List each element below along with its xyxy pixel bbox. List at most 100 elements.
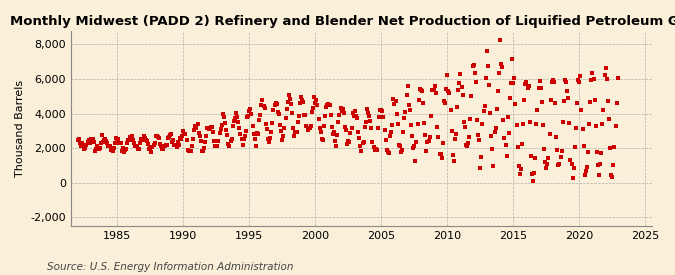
Point <box>427 88 437 92</box>
Point <box>524 120 535 124</box>
Point <box>133 147 144 152</box>
Point <box>213 139 224 143</box>
Point <box>76 144 86 148</box>
Point <box>430 84 441 89</box>
Point <box>296 98 307 103</box>
Point <box>270 100 281 105</box>
Point <box>516 142 527 146</box>
Point <box>599 73 610 77</box>
Point <box>329 139 340 144</box>
Point <box>242 115 252 119</box>
Point <box>381 148 392 153</box>
Point <box>546 80 557 84</box>
Point <box>522 86 533 90</box>
Point <box>116 149 127 153</box>
Point <box>549 101 560 105</box>
Point <box>327 132 338 136</box>
Point <box>457 92 468 97</box>
Point <box>88 137 99 141</box>
Point <box>221 128 232 132</box>
Point <box>500 143 511 147</box>
Point <box>608 163 619 167</box>
Point <box>306 110 317 114</box>
Point <box>448 158 459 163</box>
Point <box>566 162 577 167</box>
Point <box>289 134 300 139</box>
Point <box>578 143 589 148</box>
Point <box>308 106 319 111</box>
Title: Monthly Midwest (PADD 2) Refinery and Blender Net Production of Liquified Petrol: Monthly Midwest (PADD 2) Refinery and Bl… <box>10 15 675 28</box>
Point <box>394 144 405 148</box>
Point <box>547 77 558 82</box>
Point <box>98 139 109 144</box>
Point <box>551 135 562 139</box>
Point <box>601 77 612 81</box>
Point <box>528 178 539 183</box>
Point <box>353 130 364 134</box>
Point <box>180 132 191 136</box>
Point <box>376 108 387 112</box>
Point <box>504 96 515 100</box>
Point <box>182 147 193 152</box>
Point <box>112 139 123 143</box>
Point <box>188 137 198 141</box>
Point <box>284 93 294 97</box>
Point <box>543 156 554 160</box>
Point <box>605 173 616 178</box>
Point <box>394 142 404 147</box>
Point <box>404 103 414 107</box>
Point <box>347 111 358 116</box>
Point <box>315 130 326 134</box>
Point <box>311 98 322 102</box>
Point <box>560 78 570 82</box>
Point <box>109 141 120 145</box>
Point <box>332 133 343 137</box>
Point <box>334 112 345 117</box>
Point <box>570 145 580 149</box>
Point <box>240 129 251 133</box>
Point <box>154 136 165 140</box>
Point <box>585 100 595 104</box>
Point <box>93 147 104 152</box>
Point <box>593 173 604 177</box>
Point <box>308 95 319 99</box>
Point <box>454 81 464 86</box>
Point <box>145 146 156 150</box>
Point <box>189 128 200 132</box>
Point <box>568 166 579 170</box>
Point <box>343 139 354 144</box>
Point <box>212 144 223 148</box>
Point <box>258 103 269 108</box>
Point <box>252 132 263 136</box>
Point <box>111 136 122 140</box>
Point <box>431 91 441 95</box>
Point <box>90 149 101 153</box>
Point <box>481 49 492 53</box>
Point <box>516 167 526 171</box>
Point <box>264 140 275 144</box>
Point <box>563 96 574 100</box>
Point <box>207 125 217 129</box>
Point <box>72 138 83 142</box>
Point <box>552 147 563 152</box>
Point <box>529 171 539 175</box>
Point <box>300 113 310 117</box>
Point <box>117 146 128 151</box>
Point <box>315 126 325 131</box>
Point <box>537 100 547 104</box>
Point <box>176 137 186 141</box>
Point <box>86 137 97 142</box>
Point <box>483 82 494 87</box>
Point <box>574 80 585 84</box>
Point <box>178 128 188 133</box>
Point <box>488 164 499 169</box>
Point <box>409 144 420 149</box>
Point <box>472 133 483 138</box>
Point <box>286 102 296 106</box>
Point <box>364 119 375 123</box>
Point <box>572 78 583 82</box>
Point <box>458 119 469 124</box>
Point <box>345 130 356 135</box>
Point <box>383 150 394 154</box>
Point <box>333 120 344 124</box>
